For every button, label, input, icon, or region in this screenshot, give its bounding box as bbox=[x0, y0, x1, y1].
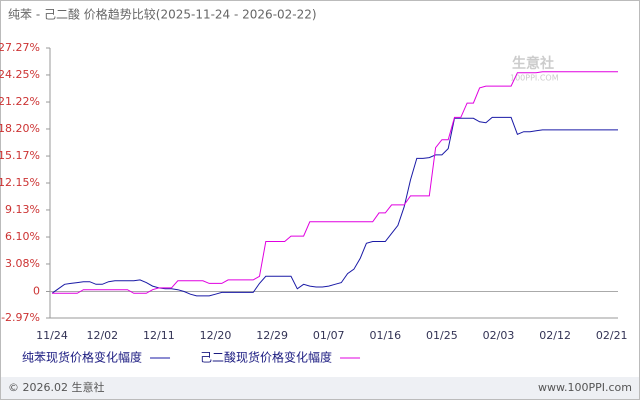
x-tick-label: 12/11 bbox=[143, 329, 175, 342]
x-tick-label: 01/07 bbox=[313, 329, 345, 342]
x-tick-label: 01/25 bbox=[426, 329, 458, 342]
y-tick-label: 27.27% bbox=[0, 41, 40, 54]
series-line bbox=[52, 71, 618, 294]
y-tick-label: 9.13% bbox=[5, 203, 40, 216]
y-tick-label: 0 bbox=[33, 284, 40, 297]
x-tick-label: 02/21 bbox=[596, 329, 628, 342]
x-tick-label: 12/29 bbox=[256, 329, 288, 342]
legend-label: 己二酸现货价格变化幅度 bbox=[200, 350, 332, 365]
footer-copyright: © 2026.02 生意社 bbox=[8, 380, 104, 394]
footer-site: www.100PPI.com bbox=[538, 381, 632, 394]
chart-title: 纯苯 - 己二酸 价格趋势比较(2025-11-24 - 2026-02-22) bbox=[8, 7, 317, 22]
y-tick-label: 6.10% bbox=[5, 230, 40, 243]
legend-label: 纯苯现货价格变化幅度 bbox=[22, 350, 142, 365]
y-tick-label: 3.08% bbox=[5, 257, 40, 270]
footer-band bbox=[1, 377, 639, 399]
y-tick-label: 21.22% bbox=[0, 95, 40, 108]
x-tick-label: 11/24 bbox=[36, 329, 68, 342]
x-tick-label: 02/12 bbox=[539, 329, 571, 342]
series-line bbox=[51, 116, 618, 297]
y-tick-label: 24.25% bbox=[0, 68, 40, 81]
y-tick-label: 15.17% bbox=[0, 149, 40, 162]
x-tick-label: 12/02 bbox=[86, 329, 118, 342]
watermark-site: 100PPI.COM bbox=[510, 74, 559, 83]
x-tick-label: 01/16 bbox=[369, 329, 401, 342]
x-tick-label: 12/20 bbox=[200, 329, 232, 342]
x-tick-label: 02/03 bbox=[483, 329, 515, 342]
y-tick-label: 18.20% bbox=[0, 122, 40, 135]
y-tick-label: -2.97% bbox=[1, 311, 40, 324]
y-tick-label: 12.15% bbox=[0, 176, 40, 189]
watermark-brand: 生意社 bbox=[512, 55, 554, 72]
